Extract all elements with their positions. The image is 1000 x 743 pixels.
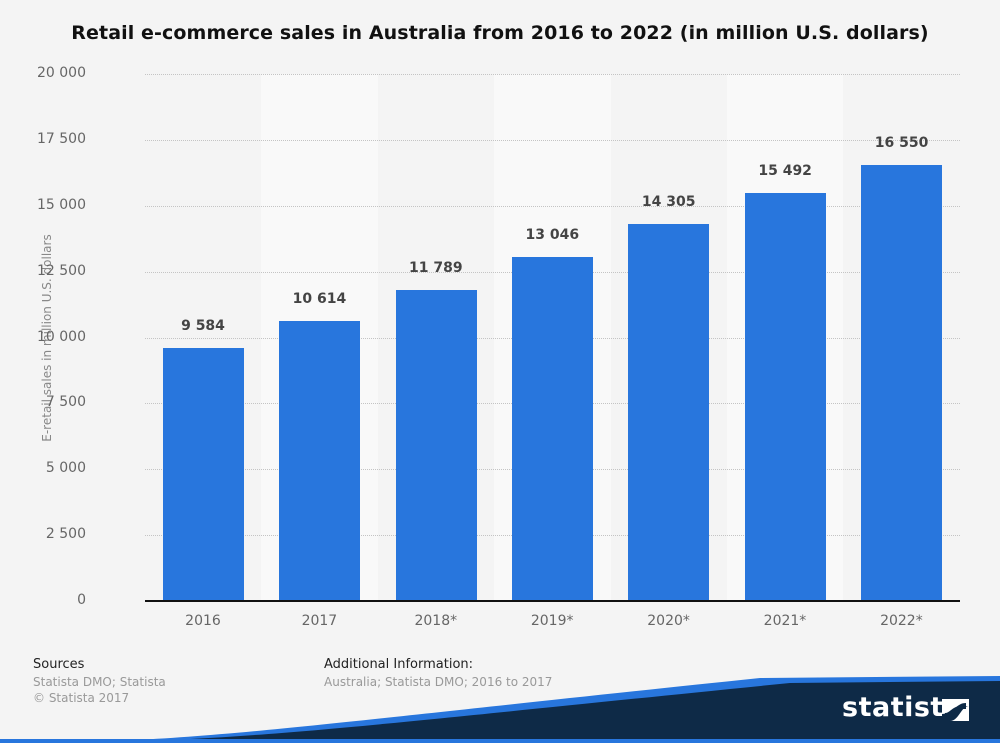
y-tick: 0 xyxy=(77,592,86,608)
bar-2020* xyxy=(628,224,710,601)
y-tick: 7 500 xyxy=(45,394,86,411)
x-tick: 2018* xyxy=(414,613,458,629)
bar-2018* xyxy=(395,290,477,601)
x-tick: 2017 xyxy=(301,613,338,629)
sources-text: Statista DMO; Statista xyxy=(33,675,166,689)
value-label: 14 305 xyxy=(641,194,696,211)
y-tick: 15 000 xyxy=(37,196,86,213)
additional-info-text: Australia; Statista DMO; 2016 to 2017 xyxy=(324,675,553,689)
x-tick: 2021* xyxy=(763,613,807,629)
y-tick: 10 000 xyxy=(37,328,86,345)
value-label: 16 550 xyxy=(874,134,929,151)
bar-2016 xyxy=(162,348,244,601)
y-tick: 17 500 xyxy=(37,130,86,147)
y-tick: 20 000 xyxy=(37,65,86,81)
y-tick: 2 500 xyxy=(45,526,86,543)
x-tick: 2022* xyxy=(880,613,923,629)
plot-area: 0 2 500 5 000 7 500 10 000 12 500 15 000… xyxy=(37,65,960,608)
value-label: 13 046 xyxy=(525,227,580,244)
value-label: 10 614 xyxy=(292,291,347,308)
bar-2017 xyxy=(279,321,361,601)
y-tick: 12 500 xyxy=(37,262,86,279)
value-label: 11 789 xyxy=(409,260,463,277)
sources-heading: Sources xyxy=(33,657,85,672)
bottom-accent-line xyxy=(0,739,1000,743)
value-label: 15 492 xyxy=(758,162,812,179)
chart-title: Retail e-commerce sales in Australia fro… xyxy=(71,22,929,44)
additional-info-heading: Additional Information: xyxy=(324,657,474,672)
brand-swoosh xyxy=(0,676,1000,743)
statista-logo-icon xyxy=(942,699,969,721)
bar-2022* xyxy=(861,164,943,601)
gridline xyxy=(145,139,960,141)
x-axis-line xyxy=(145,600,960,602)
copyright-text: © Statista 2017 xyxy=(33,691,130,705)
x-tick: 2019* xyxy=(530,613,574,629)
x-tick: 2016 xyxy=(185,613,221,629)
gridline xyxy=(145,205,960,207)
y-tick: 5 000 xyxy=(45,460,86,477)
x-tick: 2020* xyxy=(647,613,690,629)
gridline xyxy=(145,74,960,75)
bar-2021* xyxy=(744,192,826,601)
value-label: 9 584 xyxy=(181,318,225,335)
bar-2019* xyxy=(512,257,593,601)
